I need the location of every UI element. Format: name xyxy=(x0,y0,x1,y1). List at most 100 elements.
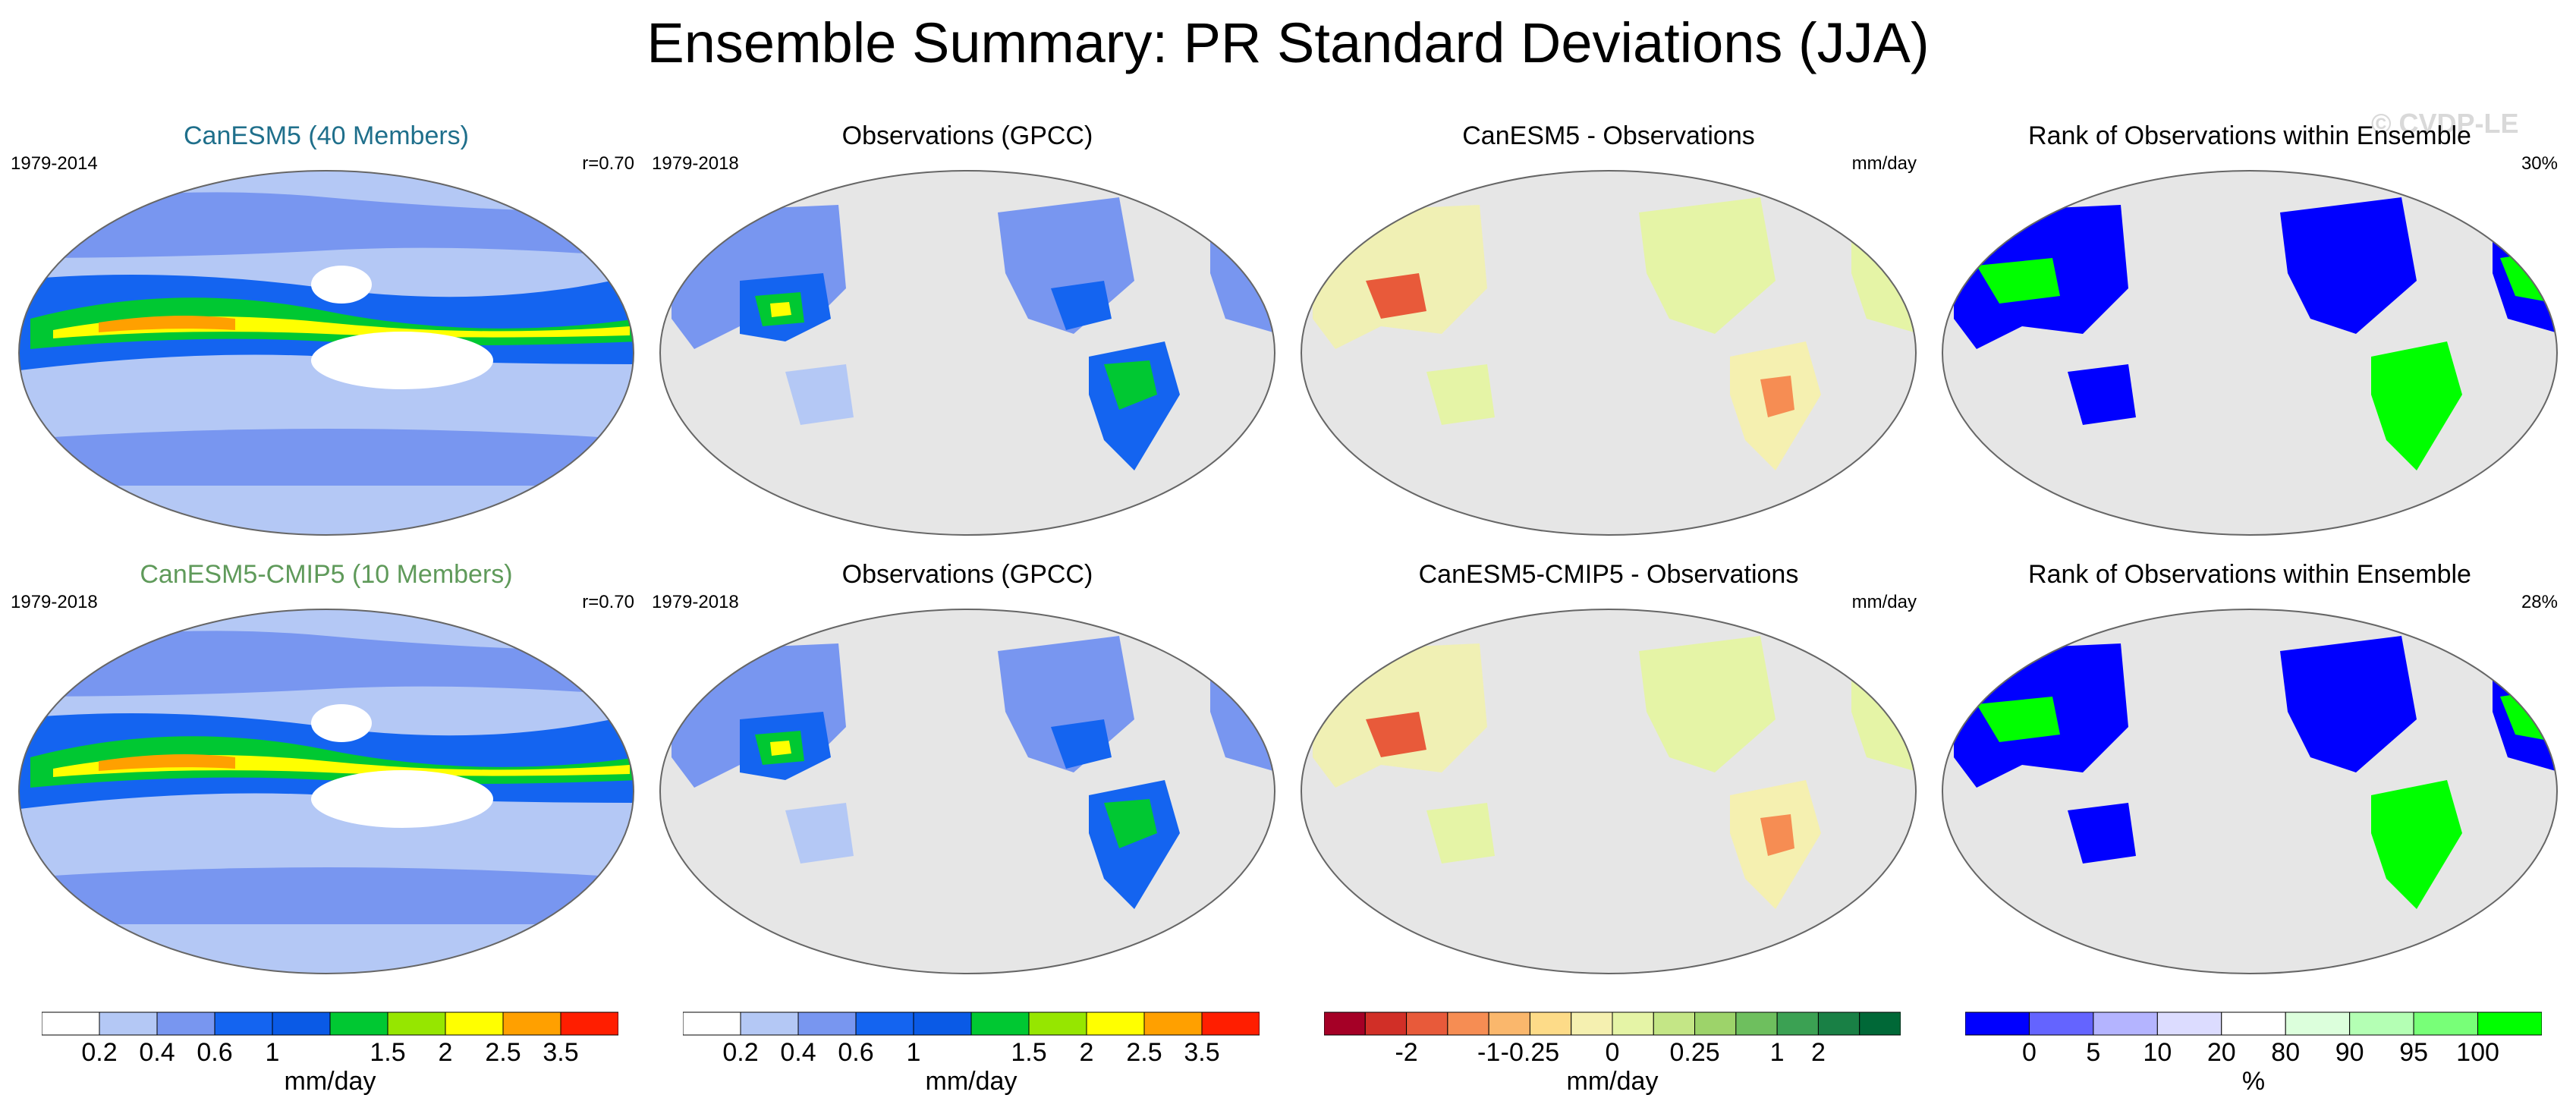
obs-precip-map xyxy=(659,609,1275,974)
colorbar-box xyxy=(156,1011,215,1036)
colorbar-box xyxy=(1447,1011,1489,1036)
colorbar-tick-label: 100 xyxy=(2456,1038,2499,1067)
colorbar-tick-label: 5 xyxy=(2086,1038,2101,1067)
panel-rank-row1: Rank of Observations within Ensemble 30% xyxy=(1931,114,2568,539)
colorbar-box xyxy=(560,1011,618,1036)
colorbar-tick-label: 10 xyxy=(2143,1038,2172,1067)
colorbar-unit: mm/day xyxy=(1566,1067,1659,1096)
colorbar-box xyxy=(445,1011,504,1036)
colorbar-tick-label: 0 xyxy=(1605,1038,1620,1067)
colorbar-tick-label: -0.25 xyxy=(1500,1038,1560,1067)
panel-title: CanESM5-CMIP5 - Observations xyxy=(1418,560,1799,589)
colorbar-unit: mm/day xyxy=(925,1067,1018,1096)
unit-label: mm/day xyxy=(1851,153,1917,174)
colorbar-box xyxy=(1364,1011,1408,1036)
colorbar-box xyxy=(502,1011,561,1036)
colorbar-box xyxy=(683,1011,741,1036)
colorbar-tick-label: 80 xyxy=(2271,1038,2301,1067)
colorbar-box xyxy=(1028,1011,1087,1036)
colorbar-tick-label: 2.5 xyxy=(485,1038,521,1067)
colorbar-box xyxy=(855,1011,914,1036)
colorbar-box xyxy=(2221,1011,2286,1036)
colorbar-unit: % xyxy=(2241,1067,2266,1096)
model-precip-map xyxy=(18,609,634,974)
obs-precip-map xyxy=(659,170,1275,536)
colorbar-tick-label: 2 xyxy=(1079,1038,1094,1067)
panel-obs-row2: Observations (GPCC) 1979-2018 xyxy=(649,552,1286,977)
watermark: © CVDP-LE xyxy=(2371,108,2519,139)
panel-rank-row2: Rank of Observations within Ensemble 28% xyxy=(1931,552,2568,977)
colorbar-tick-label: 0.6 xyxy=(197,1038,233,1067)
colorbar-tick-label: 0 xyxy=(2021,1038,2037,1067)
colorbar-tick-label: 1 xyxy=(906,1038,921,1067)
percent-label: 28% xyxy=(2521,592,2558,612)
period-label: 1979-2014 xyxy=(11,153,98,174)
obs-colorbar: 0.2 0.4 0.6 1 1.5 2 2.5 3.5 mm/day xyxy=(683,1011,1260,1103)
correlation-label: r=0.70 xyxy=(582,592,634,612)
colorbar-box xyxy=(1612,1011,1654,1036)
panel-obs-row1: Observations (GPCC) 1979-2018 xyxy=(649,114,1286,539)
figure-title: Ensemble Summary: PR Standard Deviations… xyxy=(646,11,1930,74)
model-precip-map xyxy=(18,170,634,536)
diff-colorbar: -2 -1 -0.25 0 0.25 1 2 mm/day xyxy=(1324,1011,1901,1103)
colorbar-box xyxy=(2477,1011,2542,1036)
colorbar-tick-label: 0.6 xyxy=(838,1038,874,1067)
colorbar-box xyxy=(1817,1011,1860,1036)
rank-map xyxy=(1942,609,2558,974)
period-label: 1979-2018 xyxy=(11,592,98,612)
colorbar-box xyxy=(1324,1011,1366,1036)
colorbar-box xyxy=(272,1011,331,1036)
colorbar-box xyxy=(214,1011,273,1036)
colorbar-box xyxy=(42,1011,100,1036)
colorbar-box xyxy=(2156,1011,2222,1036)
colorbar-tick-label: -1 xyxy=(1477,1038,1501,1067)
correlation-label: r=0.70 xyxy=(582,153,634,174)
panel-diff-row1: CanESM5 - Observations mm/day xyxy=(1290,114,1927,539)
colorbar-tick-label: 1 xyxy=(265,1038,280,1067)
panel-title: Observations (GPCC) xyxy=(841,560,1093,589)
colorbar-box xyxy=(2028,1011,2094,1036)
percent-label: 30% xyxy=(2521,153,2558,174)
colorbar-tick-label: 3.5 xyxy=(1184,1038,1220,1067)
colorbar-box xyxy=(2093,1011,2158,1036)
colorbar-box xyxy=(1529,1011,1572,1036)
colorbar-box xyxy=(329,1011,388,1036)
colorbar-tick-label: 90 xyxy=(2335,1038,2364,1067)
colorbar-tick-label: 0.4 xyxy=(139,1038,175,1067)
colorbar-tick-label: 3.5 xyxy=(543,1038,579,1067)
colorbar-tick-label: 2 xyxy=(438,1038,453,1067)
colorbar-tick-label: 20 xyxy=(2206,1038,2236,1067)
colorbar-tick-label: 0.4 xyxy=(780,1038,816,1067)
colorbar-tick-label: -2 xyxy=(1395,1038,1418,1067)
panel-title: CanESM5 - Observations xyxy=(1462,121,1755,150)
panel-model-row1: CanESM5 (40 Members) 1979-2014 r=0.70 xyxy=(8,114,645,539)
colorbar-box xyxy=(1653,1011,1696,1036)
panel-title: Rank of Observations within Ensemble xyxy=(2028,121,2471,150)
panel-title: Observations (GPCC) xyxy=(841,121,1093,150)
colorbar-tick-label: 0.2 xyxy=(722,1038,759,1067)
diff-precip-map xyxy=(1301,170,1917,536)
colorbar-box xyxy=(797,1011,857,1036)
colorbar-box xyxy=(2285,1011,2351,1036)
panel-title: CanESM5-CMIP5 (10 Members) xyxy=(140,560,513,589)
colorbar-box xyxy=(1776,1011,1819,1036)
panel-title: Rank of Observations within Ensemble xyxy=(2028,560,2471,589)
unit-label: mm/day xyxy=(1851,592,1917,612)
colorbar-box xyxy=(1859,1011,1901,1036)
colorbar-box xyxy=(1571,1011,1613,1036)
period-label: 1979-2018 xyxy=(652,153,739,174)
colorbar-tick-label: 2.5 xyxy=(1126,1038,1162,1067)
colorbar-box xyxy=(740,1011,799,1036)
colorbar-box xyxy=(1406,1011,1448,1036)
model-colorbar: 0.2 0.4 0.6 1 1.5 2 2.5 3.5 mm/day xyxy=(42,1011,618,1103)
period-label: 1979-2018 xyxy=(652,592,739,612)
colorbar-tick-label: 2 xyxy=(1810,1038,1826,1067)
colorbar-tick-label: 0.25 xyxy=(1669,1038,1720,1067)
colorbar-box xyxy=(2349,1011,2414,1036)
colorbar-box xyxy=(2413,1011,2479,1036)
panel-model-row2: CanESM5-CMIP5 (10 Members) 1979-2018 r=0… xyxy=(8,552,645,977)
panel-title: CanESM5 (40 Members) xyxy=(183,121,469,150)
colorbar-box xyxy=(1143,1011,1203,1036)
colorbar-tick-label: 1.5 xyxy=(1011,1038,1047,1067)
colorbar-box xyxy=(387,1011,446,1036)
